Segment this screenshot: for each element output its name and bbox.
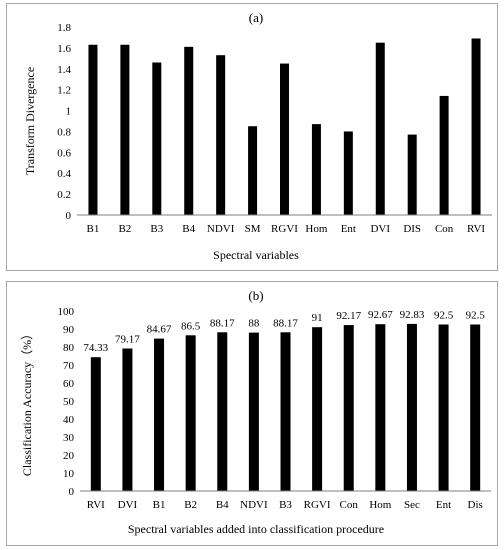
bar: [90, 357, 101, 491]
y-tick-label: 10: [63, 468, 75, 480]
bar: [407, 134, 417, 215]
x-axis-label: Spectral variables added into classifica…: [128, 522, 384, 536]
data-label: 92.83: [400, 309, 425, 321]
bar: [311, 124, 321, 215]
x-tick-label: Ent: [436, 499, 451, 511]
x-tick-label: Con: [435, 223, 454, 235]
y-tick-label: 1.8: [57, 22, 71, 34]
y-tick-label: 1.4: [57, 64, 71, 76]
bar: [122, 348, 133, 491]
x-tick-label: Con: [340, 499, 359, 511]
bar: [471, 38, 481, 215]
x-tick-label: B3: [279, 499, 292, 511]
x-tick-label: Hom: [305, 223, 327, 235]
data-label: 79.17: [115, 333, 140, 345]
chart-panel-a: (a) Transform Divergence Spectral variab…: [6, 3, 498, 271]
y-tick-label: 40: [63, 414, 75, 426]
y-tick-label: 0: [66, 210, 72, 222]
x-tick-label: B1: [87, 223, 100, 235]
y-tick-label: 30: [63, 432, 75, 444]
x-tick-label: NDVI: [207, 223, 235, 235]
data-label: 92.5: [434, 310, 454, 322]
x-tick-label: RVI: [467, 223, 485, 235]
bar: [438, 324, 449, 491]
classification-accuracy-chart: (b) Classification Accuracy（%） Spectral …: [20, 288, 491, 536]
x-tick-label: NDVI: [240, 499, 268, 511]
x-tick-label: SM: [245, 223, 261, 235]
bar: [217, 332, 228, 491]
x-axis-label: Spectral variables: [213, 248, 299, 262]
y-tick-label: 50: [63, 396, 75, 408]
chart-title: (a): [249, 10, 263, 25]
x-tick-label: B4: [216, 499, 229, 511]
y-tick-label: 1.6: [57, 43, 71, 55]
y-tick-label: 0: [69, 486, 75, 498]
y-axis-label: Transform Divergence: [23, 67, 37, 175]
bar: [375, 324, 386, 491]
x-tick-label: DVI: [118, 499, 138, 511]
y-axis-label: Classification Accuracy（%）: [20, 328, 34, 476]
bar: [343, 325, 354, 491]
chart-title: (b): [248, 288, 263, 303]
bar: [88, 44, 98, 215]
x-tick-label: RVI: [87, 499, 105, 511]
bar: [406, 323, 417, 491]
data-label: 86.5: [181, 320, 201, 332]
y-tick-label: 60: [63, 378, 75, 390]
data-label: 91: [312, 312, 323, 324]
y-tick-label: 0.2: [57, 189, 71, 201]
x-tick-label: B2: [118, 223, 131, 235]
bar: [120, 44, 130, 215]
y-tick-label: 100: [58, 306, 75, 318]
data-label: 92.67: [368, 309, 393, 321]
bar: [280, 332, 291, 491]
bar: [470, 324, 481, 491]
bar: [248, 332, 259, 491]
y-tick-label: 1: [66, 106, 72, 118]
bar: [185, 335, 196, 491]
y-tick-label: 0.6: [57, 147, 71, 159]
x-tick-label: B3: [150, 223, 163, 235]
y-tick-label: 80: [63, 342, 75, 354]
x-tick-label: DIS: [403, 223, 421, 235]
data-label: 84.67: [147, 324, 172, 336]
chart-panel-b: (b) Classification Accuracy（%） Spectral …: [6, 281, 498, 546]
x-tick-label: Ent: [341, 223, 356, 235]
y-tick-label: 0.8: [57, 126, 71, 138]
y-tick-label: 0.4: [57, 168, 71, 180]
bar: [248, 126, 258, 215]
bar: [375, 42, 385, 215]
bar: [280, 63, 289, 215]
data-label: 92.5: [466, 310, 486, 322]
data-label: 74.33: [83, 342, 108, 354]
transform-divergence-chart: (a) Transform Divergence Spectral variab…: [23, 10, 492, 262]
data-label: 88: [248, 318, 260, 330]
y-tick-label: 1.2: [57, 85, 71, 97]
x-tick-label: B1: [153, 499, 166, 511]
data-label: 92.17: [336, 310, 361, 322]
x-tick-label: Sec: [404, 499, 420, 511]
bar: [216, 55, 226, 216]
bar: [439, 95, 449, 215]
bar: [343, 131, 353, 215]
bar: [154, 338, 165, 491]
y-tick-label: 20: [63, 450, 75, 462]
bar: [312, 327, 323, 491]
bar: [152, 62, 162, 216]
x-tick-label: B2: [184, 499, 197, 511]
y-tick-label: 70: [63, 360, 75, 372]
x-tick-label: RGVI: [271, 223, 298, 235]
data-label: 88.17: [210, 317, 235, 329]
y-tick-label: 90: [63, 324, 75, 336]
x-tick-label: RGVI: [304, 499, 331, 511]
data-label: 88.17: [273, 317, 298, 329]
x-tick-label: B4: [182, 223, 195, 235]
x-tick-label: Dis: [468, 499, 483, 511]
bar: [184, 46, 194, 215]
x-tick-label: DVI: [370, 223, 390, 235]
x-tick-label: Hom: [369, 499, 391, 511]
